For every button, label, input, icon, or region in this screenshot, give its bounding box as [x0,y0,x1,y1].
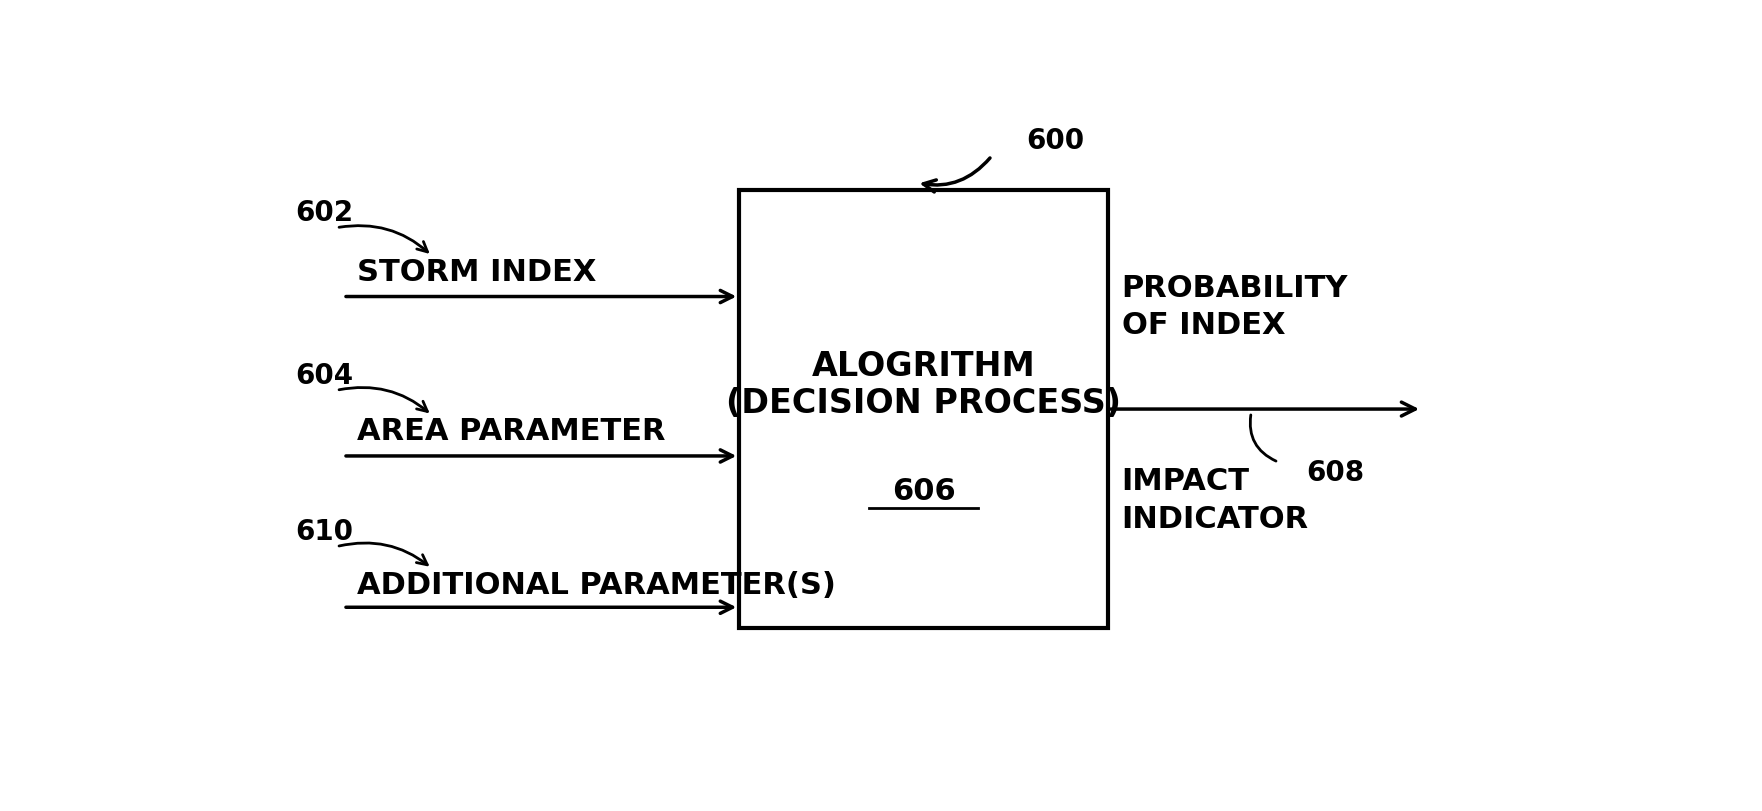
Text: 608: 608 [1306,458,1364,486]
Text: ADDITIONAL PARAMETER(S): ADDITIONAL PARAMETER(S) [356,570,835,599]
Text: (DECISION PROCESS): (DECISION PROCESS) [726,387,1121,420]
Text: 606: 606 [892,476,955,505]
Text: STORM INDEX: STORM INDEX [356,258,596,286]
Text: INDICATOR: INDICATOR [1121,504,1309,534]
Text: AREA PARAMETER: AREA PARAMETER [356,417,666,446]
Text: ALOGRITHM: ALOGRITHM [812,350,1036,382]
Text: 602: 602 [296,199,354,227]
Text: 610: 610 [296,517,354,545]
Text: OF INDEX: OF INDEX [1121,311,1284,340]
Text: PROBABILITY: PROBABILITY [1121,273,1348,303]
Bar [740,191,1108,628]
Text: IMPACT: IMPACT [1121,467,1249,496]
Text: 600: 600 [1025,127,1084,155]
Text: 604: 604 [296,361,354,389]
